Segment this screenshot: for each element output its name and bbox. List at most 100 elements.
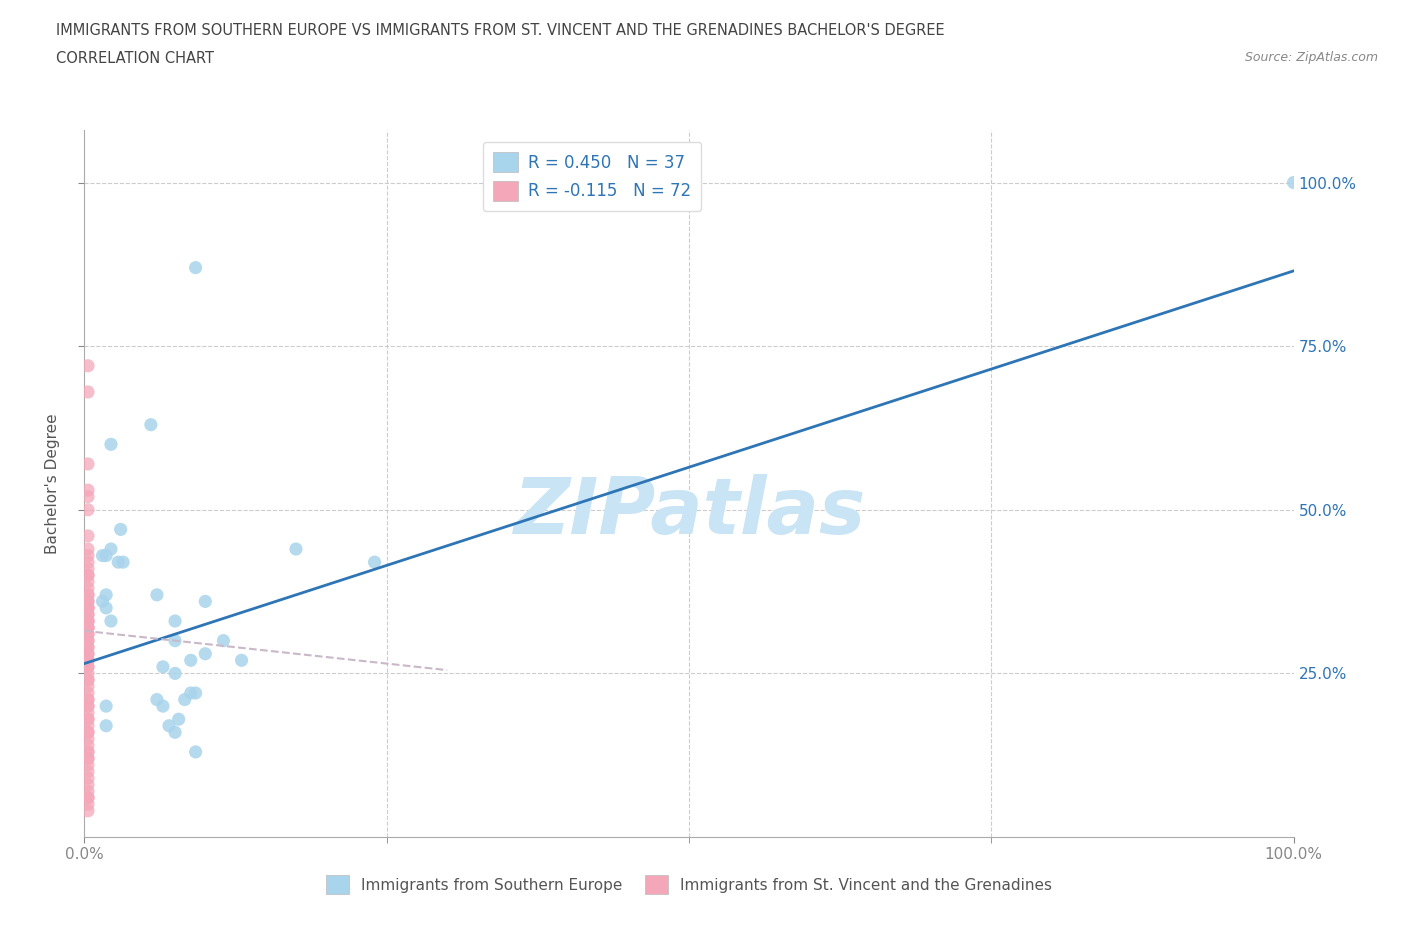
Point bbox=[77, 731, 100, 746]
Point bbox=[77, 711, 100, 726]
Point bbox=[77, 620, 100, 635]
Point bbox=[110, 522, 132, 537]
Point bbox=[184, 745, 207, 760]
Point bbox=[184, 685, 207, 700]
Point bbox=[165, 633, 187, 648]
Text: CORRELATION CHART: CORRELATION CHART bbox=[56, 51, 214, 66]
Point bbox=[180, 685, 202, 700]
Point bbox=[77, 698, 100, 713]
Point bbox=[184, 260, 207, 275]
Text: IMMIGRANTS FROM SOUTHERN EUROPE VS IMMIGRANTS FROM ST. VINCENT AND THE GRENADINE: IMMIGRANTS FROM SOUTHERN EUROPE VS IMMIG… bbox=[56, 23, 945, 38]
Point bbox=[77, 633, 100, 648]
Point bbox=[165, 614, 187, 629]
Point bbox=[77, 659, 100, 674]
Point bbox=[146, 692, 169, 707]
Point bbox=[77, 659, 100, 674]
Point bbox=[100, 541, 122, 556]
Point bbox=[77, 737, 100, 752]
Point bbox=[165, 724, 187, 739]
Point bbox=[77, 627, 100, 642]
Point bbox=[77, 724, 100, 739]
Point bbox=[77, 672, 100, 687]
Point bbox=[152, 659, 174, 674]
Point bbox=[77, 784, 100, 799]
Point bbox=[77, 764, 100, 779]
Point bbox=[77, 685, 100, 700]
Point bbox=[231, 653, 253, 668]
Point bbox=[180, 653, 202, 668]
Point bbox=[77, 594, 100, 609]
Point bbox=[100, 437, 122, 452]
Point bbox=[77, 561, 100, 576]
Point bbox=[77, 718, 100, 733]
Point bbox=[94, 548, 117, 563]
Point bbox=[77, 601, 100, 616]
Point bbox=[77, 646, 100, 661]
Point bbox=[167, 711, 190, 726]
Point bbox=[77, 653, 100, 668]
Point bbox=[194, 646, 217, 661]
Point bbox=[77, 751, 100, 766]
Point bbox=[77, 745, 100, 760]
Point bbox=[77, 692, 100, 707]
Point bbox=[77, 797, 100, 812]
Point bbox=[77, 581, 100, 596]
Point bbox=[77, 568, 100, 583]
Point bbox=[77, 588, 100, 603]
Point bbox=[77, 711, 100, 726]
Point bbox=[77, 601, 100, 616]
Point bbox=[165, 666, 187, 681]
Point bbox=[77, 640, 100, 655]
Point bbox=[77, 614, 100, 629]
Point bbox=[107, 554, 129, 569]
Point bbox=[77, 724, 100, 739]
Point bbox=[152, 698, 174, 713]
Point bbox=[77, 653, 100, 668]
Point bbox=[77, 771, 100, 786]
Point bbox=[77, 358, 100, 373]
Legend: Immigrants from Southern Europe, Immigrants from St. Vincent and the Grenadines: Immigrants from Southern Europe, Immigra… bbox=[319, 870, 1059, 900]
Point bbox=[77, 646, 100, 661]
Point bbox=[77, 745, 100, 760]
Point bbox=[173, 692, 195, 707]
Point bbox=[77, 554, 100, 569]
Point bbox=[100, 614, 122, 629]
Point bbox=[94, 601, 117, 616]
Point bbox=[77, 568, 100, 583]
Point bbox=[77, 607, 100, 622]
Point bbox=[77, 483, 100, 498]
Point bbox=[77, 528, 100, 543]
Point bbox=[94, 698, 117, 713]
Point bbox=[77, 790, 100, 805]
Point bbox=[77, 614, 100, 629]
Point bbox=[94, 718, 117, 733]
Point bbox=[77, 790, 100, 805]
Point bbox=[91, 594, 114, 609]
Point bbox=[77, 620, 100, 635]
Text: ZIPatlas: ZIPatlas bbox=[513, 474, 865, 550]
Point bbox=[139, 418, 162, 432]
Point bbox=[77, 601, 100, 616]
Point bbox=[77, 548, 100, 563]
Point bbox=[77, 666, 100, 681]
Point bbox=[77, 614, 100, 629]
Point bbox=[112, 554, 135, 569]
Point bbox=[77, 698, 100, 713]
Point bbox=[77, 502, 100, 517]
Point bbox=[77, 594, 100, 609]
Point bbox=[77, 679, 100, 694]
Point bbox=[157, 718, 180, 733]
Point bbox=[77, 640, 100, 655]
Point bbox=[212, 633, 235, 648]
Point bbox=[77, 489, 100, 504]
Point bbox=[77, 575, 100, 590]
Point bbox=[363, 554, 385, 569]
Point bbox=[77, 620, 100, 635]
Point bbox=[146, 588, 169, 603]
Point bbox=[77, 751, 100, 766]
Point bbox=[77, 633, 100, 648]
Point bbox=[1282, 175, 1305, 190]
Point bbox=[77, 777, 100, 792]
Point bbox=[77, 541, 100, 556]
Point bbox=[91, 548, 114, 563]
